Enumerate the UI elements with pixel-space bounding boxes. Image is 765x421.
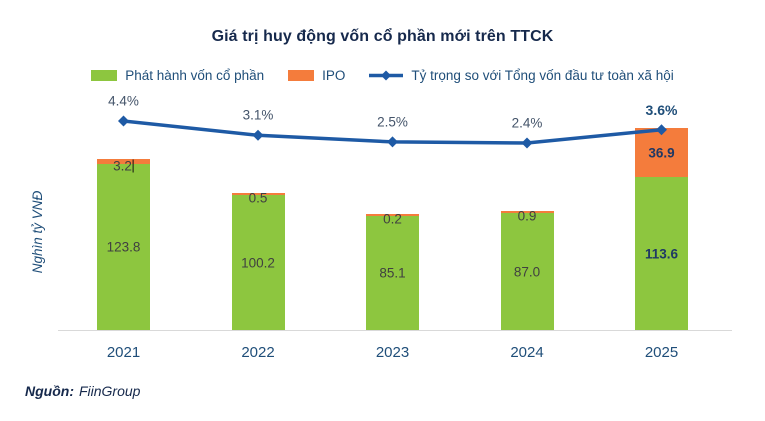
legend-item-phat-hanh: Phát hành vốn cổ phần	[91, 68, 264, 83]
chart-title: Giá trị huy động vốn cổ phần mới trên TT…	[211, 28, 554, 45]
bar-value-label-orange-2022: 0.5	[248, 190, 268, 206]
x-axis-label-2024: 2024	[510, 344, 544, 361]
source-name: FiinGroup	[78, 383, 141, 399]
legend-label-ty-trong: Tỷ trọng so với Tổng vốn đầu tư toàn xã …	[411, 67, 674, 83]
bar-value-label-green-2025: 113.6	[644, 246, 679, 262]
x-axis-label-2021: 2021	[106, 344, 141, 361]
bar-segment-orange-2022	[231, 193, 285, 196]
bar-value-label-orange-2025: 36.9	[648, 145, 675, 161]
bar-segment-green-2021	[97, 163, 150, 330]
legend-item-ty-trong: Tỷ trọng so với Tổng vốn đầu tư toàn xã …	[369, 67, 674, 83]
line-value-label-2021: 4.4%	[108, 93, 139, 109]
chart-legend: Phát hành vốn cổ phần IPO Tỷ trọng so vớ…	[0, 66, 765, 84]
legend-item-ipo: IPO	[288, 68, 345, 83]
bar-segment-orange-2021	[97, 159, 150, 164]
text-cursor-artifact	[132, 159, 134, 173]
green-swatch-icon	[91, 69, 118, 81]
x-axis-label-2023: 2023	[375, 344, 410, 361]
y-axis-label: Nghìn tỷ VNĐ	[30, 190, 45, 274]
bar-value-label-orange-2021: 3.2	[113, 158, 134, 174]
bar-segment-green-2025	[635, 177, 688, 330]
x-axis-line	[58, 330, 732, 331]
legend-label-ipo: IPO	[322, 67, 346, 83]
line-value-label-2024: 2.4%	[511, 115, 543, 131]
x-axis-label-2022: 2022	[241, 344, 275, 361]
bar-segment-green-2022	[231, 195, 285, 330]
line-marker-icon	[369, 70, 404, 81]
bar-value-label-green-2022: 100.2	[241, 255, 275, 271]
source-note: Nguồn: FiinGroup	[25, 383, 140, 399]
bar-segment-orange-2023	[366, 213, 419, 216]
bar-value-label-green-2023: 85.1	[379, 265, 406, 281]
bar-segment-orange-2024	[500, 211, 554, 214]
bar-segment-green-2024	[500, 213, 554, 330]
line-value-label-2025: 3.6%	[645, 101, 678, 118]
bar-value-label-orange-2024: 0.9	[517, 208, 537, 224]
line-value-label-2022: 3.1%	[242, 107, 274, 123]
bar-segment-green-2023	[366, 215, 419, 330]
line-value-label-2023: 2.5%	[377, 114, 408, 130]
x-axis-label-2025: 2025	[644, 344, 679, 361]
bar-value-label-green-2024: 87.0	[513, 264, 541, 280]
source-prefix: Nguồn:	[25, 383, 74, 399]
bar-value-label-green-2021: 123.8	[106, 239, 141, 255]
orange-swatch-icon	[288, 69, 315, 81]
legend-label-phat-hanh: Phát hành vốn cổ phần	[125, 67, 265, 83]
bar-value-label-orange-2023: 0.2	[383, 211, 402, 227]
